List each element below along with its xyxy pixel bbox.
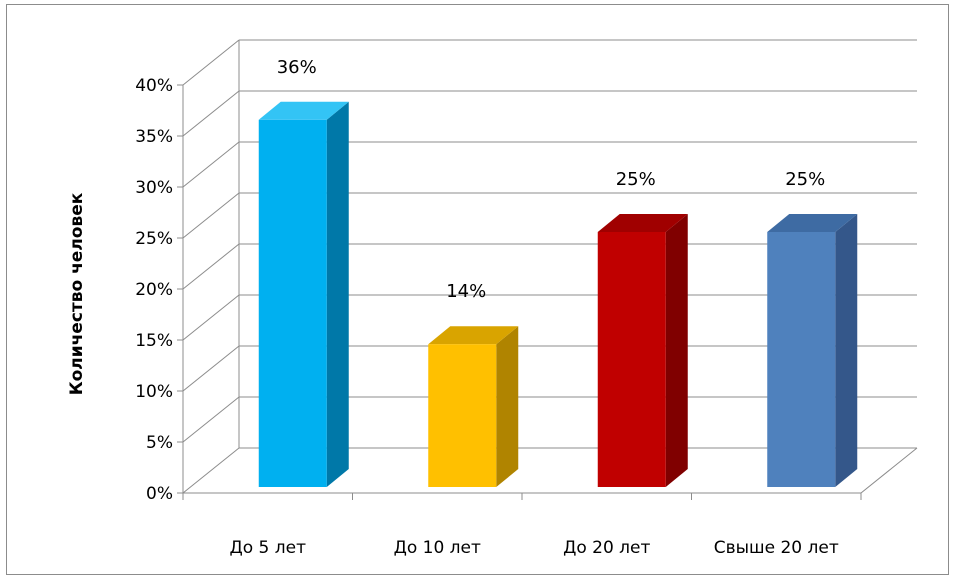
chart-frame: 0% 5% 10% 15% 20% 25% 30% 35% 40% 36% До 5 лет 14%… xyxy=(6,4,949,575)
bar-top xyxy=(597,214,688,232)
side-gridline xyxy=(182,243,240,290)
x-category-label: Свыше 20 лет xyxy=(714,538,839,558)
data-label: 25% xyxy=(616,169,656,190)
side-gridline xyxy=(182,396,240,443)
side-gridline xyxy=(182,294,240,341)
y-tick-label: 15% xyxy=(135,331,173,351)
bar-front xyxy=(258,119,327,488)
side-gridline xyxy=(182,345,240,392)
axes: 0% 5% 10% 15% 20% 25% 30% 35% 40% xyxy=(135,76,918,504)
x-category-label: До 20 лет xyxy=(563,538,650,558)
bar xyxy=(258,101,349,488)
labels: 36% До 5 лет 14% До 10 лет 25% До 20 лет 25% Св… xyxy=(229,57,838,558)
bar xyxy=(597,214,688,487)
bar-side xyxy=(665,214,688,487)
bar-front xyxy=(767,232,836,487)
side-gridline xyxy=(182,141,240,188)
bar xyxy=(428,326,519,487)
y-tick-label: 30% xyxy=(135,178,173,198)
data-label: 14% xyxy=(446,281,486,302)
y-tick-label: 25% xyxy=(135,229,173,249)
x-category-label: До 5 лет xyxy=(229,538,306,558)
bar-side xyxy=(835,214,858,487)
y-tick-label: 5% xyxy=(146,433,173,453)
bar-top xyxy=(428,326,519,345)
side-gridline xyxy=(182,447,240,494)
y-tick-label: 35% xyxy=(135,127,173,147)
data-label: 36% xyxy=(277,57,317,78)
bar-front xyxy=(597,232,666,487)
x-category-label: До 10 лет xyxy=(394,538,481,558)
bar xyxy=(767,214,858,487)
y-tick-label: 20% xyxy=(135,280,173,300)
gridlines xyxy=(182,39,917,494)
y-axis-title: Количество человек xyxy=(67,192,87,395)
y-tick-label: 10% xyxy=(135,382,173,402)
column-chart: 0% 5% 10% 15% 20% 25% 30% 35% 40% 36% До 5 лет 14%… xyxy=(67,39,918,558)
bar-side xyxy=(496,326,519,487)
bar-side xyxy=(326,101,349,488)
side-gridline xyxy=(182,39,240,86)
data-label: 25% xyxy=(785,169,825,190)
bar-front xyxy=(428,344,497,487)
side-gridline xyxy=(182,192,240,239)
side-gridline xyxy=(182,90,240,137)
y-tick-label: 40% xyxy=(135,76,173,96)
y-tick-label: 0% xyxy=(146,484,173,504)
bar-top xyxy=(767,214,858,232)
bar-top xyxy=(258,101,349,120)
bars xyxy=(258,101,858,488)
